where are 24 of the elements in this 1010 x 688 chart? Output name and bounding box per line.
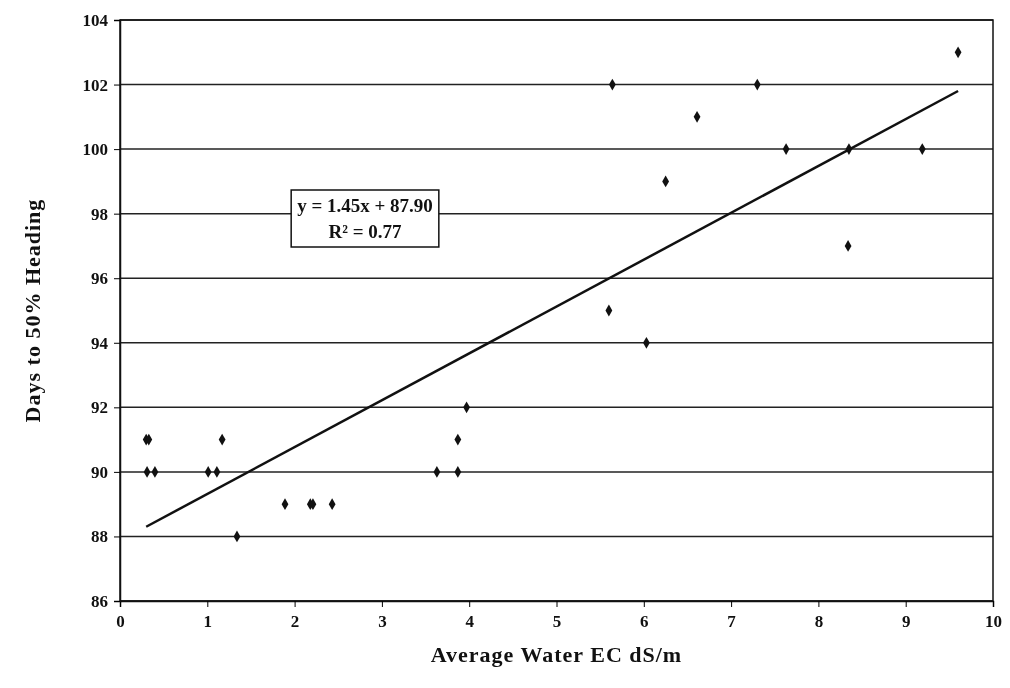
x-axis-title: Average Water EC dS/m	[430, 642, 683, 667]
x-tick-label: 5	[552, 612, 562, 632]
y-tick-label: 98	[91, 204, 108, 224]
x-tick-label: 7	[727, 612, 737, 632]
x-tick-label: 8	[814, 612, 824, 632]
x-tick-label: 0	[116, 612, 125, 632]
x-tick-label: 6	[640, 612, 649, 632]
y-tick-label: 90	[91, 462, 108, 482]
x-tick-label: 4	[465, 612, 475, 632]
y-tick-label: 86	[91, 591, 108, 611]
y-tick-label: 96	[91, 269, 108, 289]
x-tick-label: 2	[290, 612, 300, 632]
y-tick-label: 104	[82, 10, 109, 30]
x-tick-label: 9	[901, 612, 911, 632]
y-tick-label: 100	[82, 140, 108, 160]
y-tick-label: 92	[91, 398, 108, 418]
y-tick-label: 102	[82, 75, 108, 95]
y-tick-label: 88	[91, 527, 108, 547]
x-tick-label: 10	[985, 612, 1002, 632]
y-axis-title: Days to 50% Heading	[20, 198, 45, 423]
annotation: y = 1.45x + 87.90 R² = 0.77	[297, 195, 433, 242]
y-tick-label: 94	[91, 333, 109, 353]
x-tick-label: 1	[203, 612, 213, 632]
x-tick-label: 3	[378, 612, 387, 632]
